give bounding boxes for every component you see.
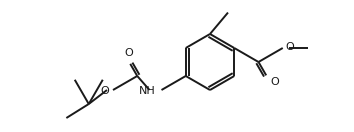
Text: O: O: [270, 77, 279, 87]
Text: O: O: [124, 48, 133, 58]
Text: O: O: [100, 86, 109, 96]
Text: NH: NH: [139, 86, 155, 96]
Text: O: O: [286, 42, 295, 52]
